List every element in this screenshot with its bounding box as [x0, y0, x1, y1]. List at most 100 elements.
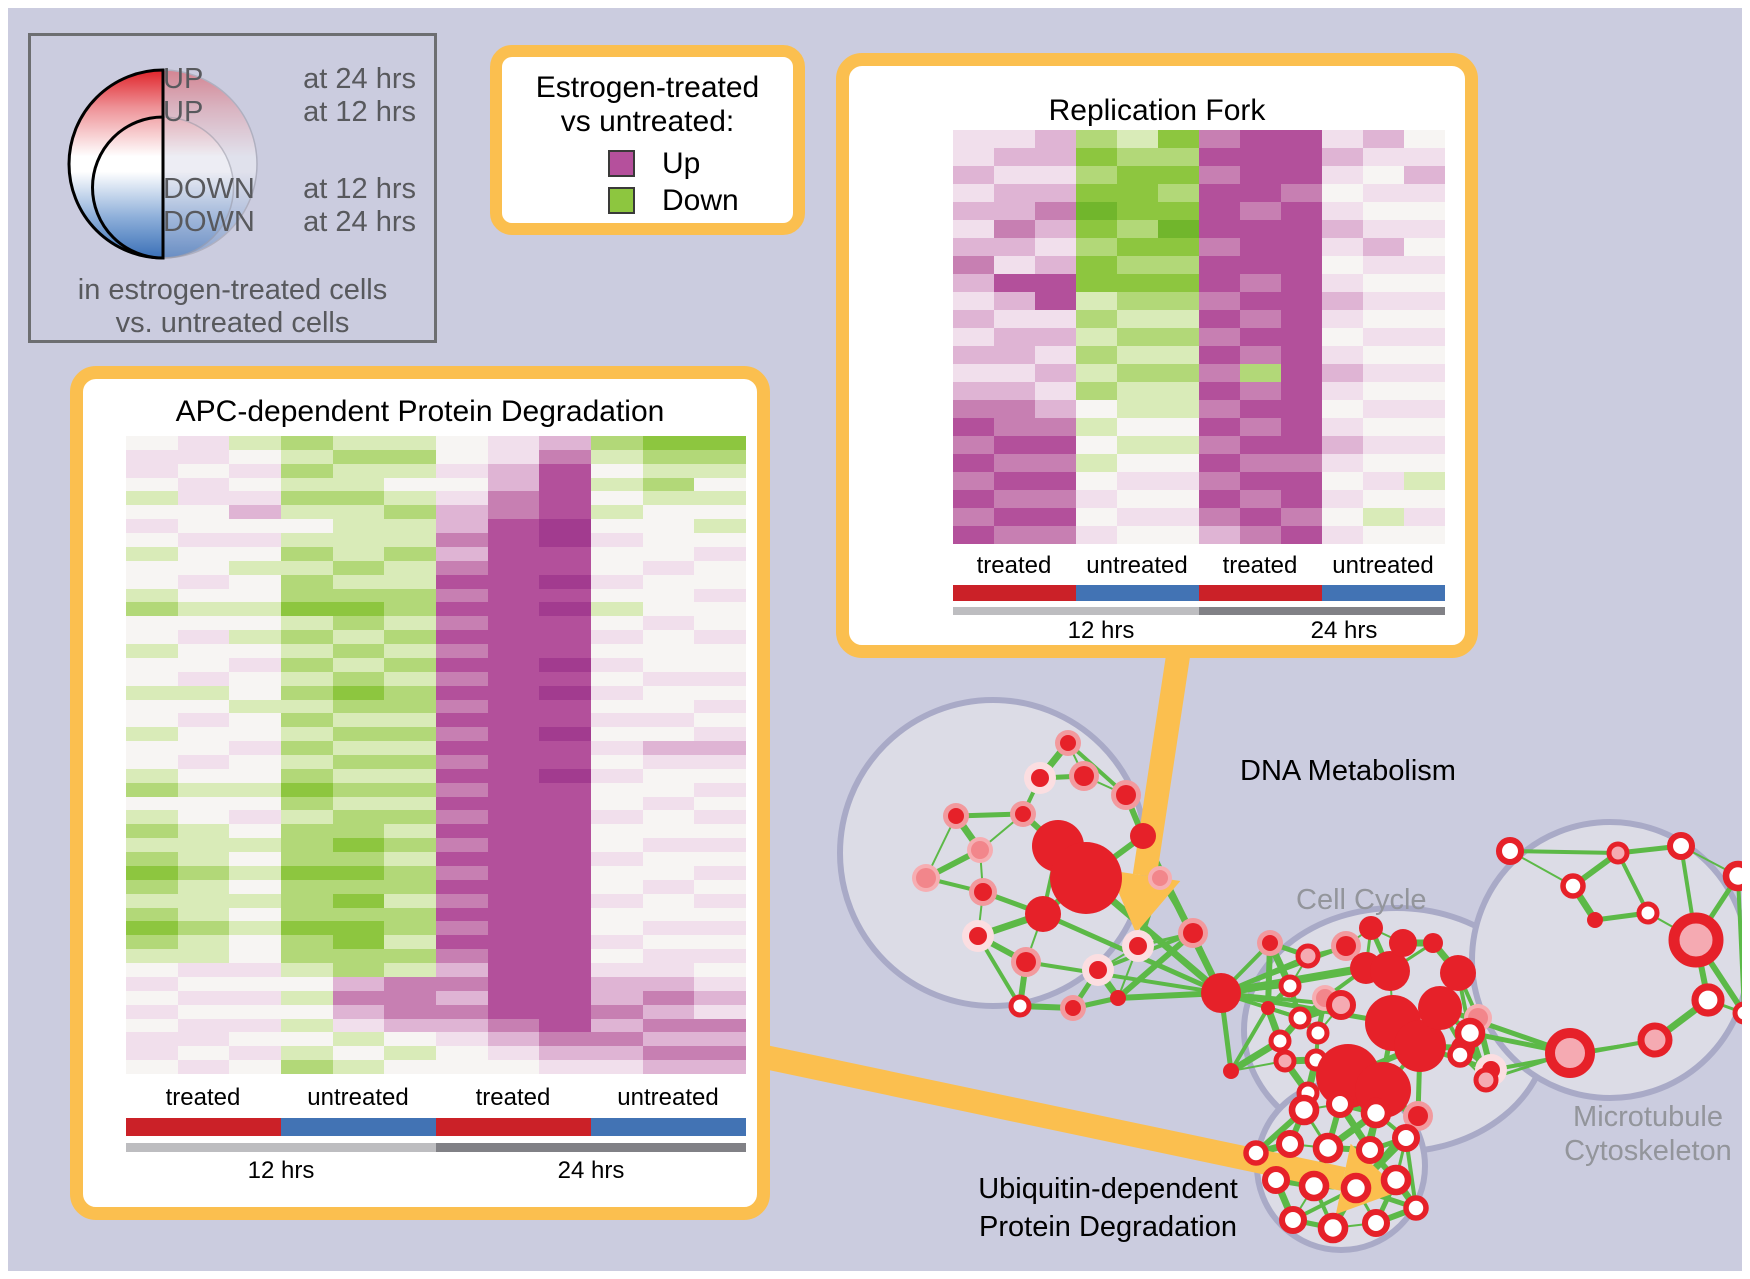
gene-node-rw: [1355, 1135, 1385, 1165]
gene-node-rw: [1380, 1164, 1412, 1196]
heatmap-cell: [1404, 256, 1445, 274]
heatmap-cell: [177, 907, 230, 922]
rf-group-label-treated-24: treated: [1222, 552, 1298, 579]
heatmap-cell: [126, 976, 178, 991]
heatmap-cell: [642, 560, 695, 575]
gene-node-rp: [1473, 1067, 1499, 1093]
heatmap-cell: [539, 754, 591, 769]
heatmap-cell: [436, 449, 488, 464]
heatmap-cell: [1363, 256, 1404, 274]
heatmap-cell: [229, 838, 281, 853]
heatmap-cell: [229, 477, 281, 492]
heatmap-cell: [436, 463, 488, 478]
gene-node-s: [1370, 951, 1410, 991]
heatmap-cell: [229, 727, 281, 742]
heatmap-cell: [487, 935, 540, 950]
heatmap-cell: [1404, 292, 1445, 310]
heatmap-cell: [539, 838, 591, 853]
heatmap-cell: [332, 546, 385, 561]
heatmap-cell: [177, 533, 230, 547]
heatmap-cell: [436, 491, 488, 506]
heatmap-cell: [1199, 238, 1240, 256]
heatmap-cell: [126, 935, 178, 950]
heatmap-cell: [1281, 274, 1322, 292]
heatmap-cell: [1076, 184, 1117, 202]
heatmap-cell: [436, 616, 488, 631]
heatmap-cell: [332, 449, 385, 464]
heatmap-cell: [1404, 418, 1445, 436]
heatmap-cell: [384, 491, 436, 506]
heatmap-cell: [591, 463, 643, 478]
heatmap-cell: [332, 782, 385, 797]
heatmap-cell: [539, 1018, 591, 1033]
heatmap-cell: [126, 879, 178, 894]
heatmap-cell: [1363, 400, 1404, 418]
heatmap-cell: [953, 472, 994, 490]
heatmap-cell: [1404, 238, 1445, 256]
heatmap-cell: [694, 463, 746, 478]
heatmap-cell: [229, 560, 281, 575]
heatmap-cell: [953, 310, 994, 328]
heatmap-cell: [1076, 472, 1117, 490]
heatmap-cell: [281, 657, 333, 672]
heatmap-cell: [126, 963, 178, 977]
gene-node-rw: [1278, 974, 1302, 998]
heatmap-cell: [1076, 310, 1117, 328]
heatmap-cell: [1199, 364, 1240, 382]
heatmap-cell: [332, 990, 385, 1005]
heatmap-cell: [229, 949, 281, 964]
heatmap-cell: [332, 588, 385, 603]
heatmap-cell: [1404, 472, 1445, 490]
heatmap-cell: [591, 796, 643, 811]
heatmap-cell: [953, 418, 994, 436]
heatmap-cell: [953, 526, 994, 544]
heatmap-cell: [281, 879, 333, 894]
heatmap-cell: [281, 685, 333, 700]
heatmap-cell: [177, 935, 230, 950]
heatmap-cell: [1158, 220, 1199, 238]
heatmap-cell: [436, 477, 488, 492]
heatmap-cell: [177, 990, 230, 1005]
heatmap-cell: [126, 560, 178, 575]
heatmap-cell: [436, 685, 488, 700]
heatmap-cell: [694, 630, 746, 645]
heatmap-cell: [177, 963, 230, 977]
heatmap-cell: [229, 921, 281, 936]
heatmap-cell: [487, 630, 540, 645]
heatmap-cell: [994, 400, 1035, 418]
heatmap-cell: [642, 990, 695, 1005]
heatmap-cell: [332, 768, 385, 783]
heatmap-cell: [1035, 436, 1076, 454]
heatmap-cell: [177, 602, 230, 617]
heatmap-cell: [591, 560, 643, 575]
heatmap-cell: [1117, 256, 1158, 274]
heatmap-cell: [384, 644, 436, 658]
heatmap-cell: [177, 449, 230, 464]
up-swatch-label: Up: [662, 147, 701, 180]
heatmap-cell: [994, 436, 1035, 454]
updown-title-line1: Estrogen-treated: [535, 71, 760, 104]
heatmap-cell: [694, 533, 746, 547]
heatmap-cell: [126, 782, 178, 797]
heatmap-cell: [1035, 454, 1076, 472]
heatmap-cell: [1035, 490, 1076, 508]
heatmap-cell: [332, 838, 385, 853]
heatmap-cell: [281, 796, 333, 811]
heatmap-cell: [1117, 220, 1158, 238]
heatmap-cell: [1158, 364, 1199, 382]
heatmap-cell: [1240, 238, 1281, 256]
heatmap-cell: [1322, 310, 1363, 328]
gene-node-rp: [1273, 1049, 1297, 1073]
heatmap-cell: [1404, 202, 1445, 220]
heatmap-cell: [229, 602, 281, 617]
heatmap-cell: [1035, 328, 1076, 346]
heatmap-cell: [332, 644, 385, 658]
heatmap-cell: [436, 963, 488, 977]
heatmap-cell: [1035, 220, 1076, 238]
heatmap-cell: [642, 574, 695, 589]
heatmap-cell: [487, 990, 540, 1005]
heatmap-cell: [642, 935, 695, 950]
heatmap-cell: [384, 852, 436, 866]
heatmap-cell: [1076, 382, 1117, 400]
